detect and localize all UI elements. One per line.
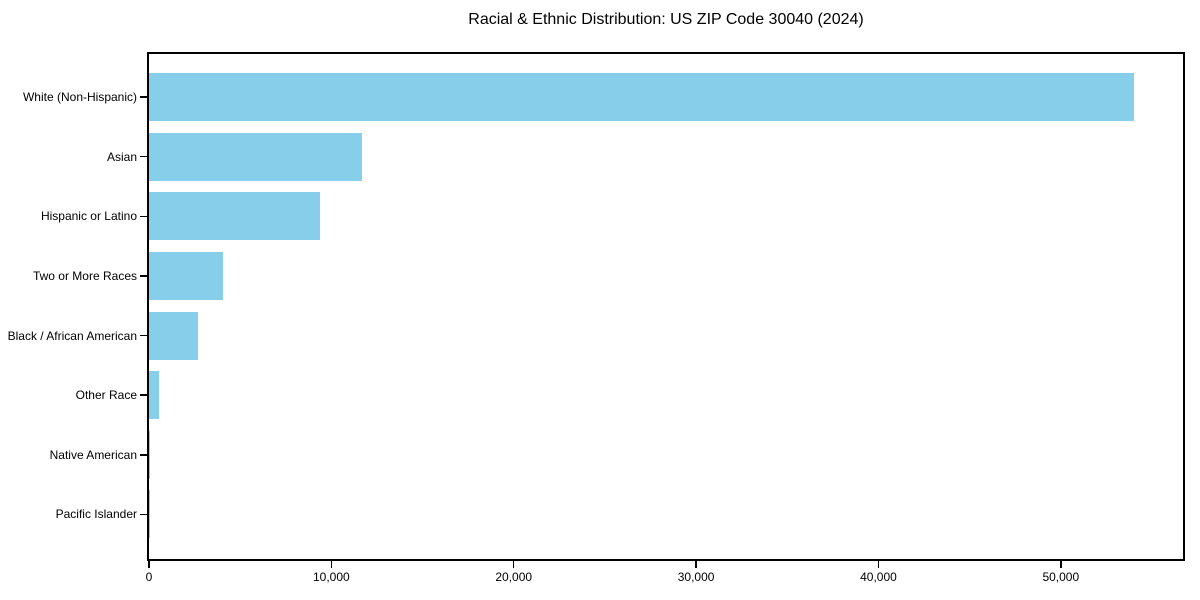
x-tick-label: 20,000	[495, 570, 533, 584]
plot-area	[147, 52, 1185, 561]
bar	[149, 73, 1134, 121]
y-tick-mark	[140, 513, 147, 516]
y-tick-label: Native American	[49, 447, 137, 462]
y-tick-label: Black / African American	[7, 328, 137, 343]
y-tick-mark	[140, 155, 147, 158]
chart-title: Racial & Ethnic Distribution: US ZIP Cod…	[468, 11, 864, 28]
x-tick-mark	[148, 561, 150, 568]
bar	[149, 371, 160, 420]
bar	[149, 311, 199, 360]
y-tick-mark	[140, 275, 147, 277]
x-tick-mark	[695, 561, 697, 568]
x-tick-label: 50,000	[1042, 570, 1080, 584]
y-tick-label: Two or More Races	[32, 268, 137, 283]
y-tick-label: Pacific Islander	[55, 507, 137, 522]
y-tick-label: White (Non-Hispanic)	[22, 90, 137, 104]
y-tick-mark	[140, 215, 147, 218]
x-tick-label: 0	[145, 570, 153, 584]
bar	[149, 192, 321, 241]
bar	[149, 430, 150, 479]
y-tick-label: Other Race	[75, 388, 137, 403]
x-tick-label: 30,000	[677, 570, 715, 584]
x-tick-mark	[877, 561, 880, 568]
x-tick-label: 40,000	[860, 570, 897, 584]
bar	[149, 251, 223, 300]
y-tick-label: Hispanic or Latino	[40, 209, 137, 224]
bar	[149, 132, 363, 181]
y-tick-label: Asian	[106, 149, 137, 164]
y-tick-mark	[140, 334, 147, 337]
x-tick-mark	[330, 561, 333, 568]
y-tick-mark	[140, 394, 147, 396]
x-tick-mark	[1060, 561, 1062, 568]
y-tick-mark	[140, 96, 147, 98]
y-tick-mark	[140, 454, 147, 456]
x-tick-mark	[512, 561, 515, 568]
x-tick-label: 10,000	[313, 570, 350, 584]
